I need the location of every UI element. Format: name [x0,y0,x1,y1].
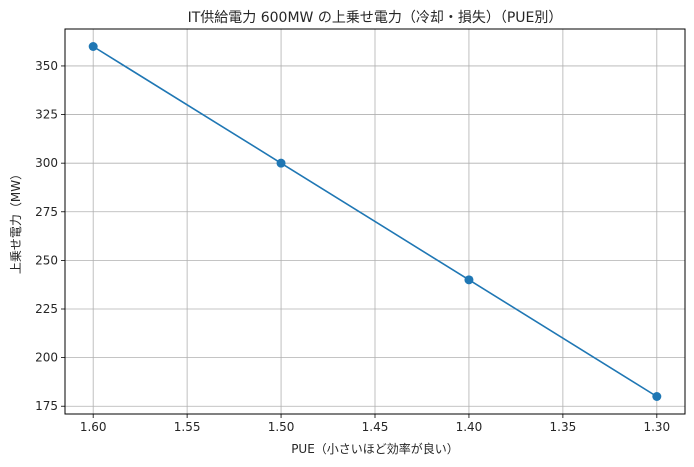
x-axis: 1.60 1.55 1.50 1.45 1.40 1.35 1.30 [80,414,670,434]
x-tick-label: 1.55 [174,420,201,434]
y-tick-label: 325 [35,108,58,122]
data-point [276,158,286,168]
series [88,42,662,401]
x-tick-label: 1.45 [362,420,389,434]
y-tick-label: 275 [35,205,58,219]
x-axis-label: PUE（小さいほど効率が良い） [291,441,459,456]
data-point [88,42,98,51]
y-tick-label: 225 [35,302,58,316]
x-tick-label: 1.35 [550,420,577,434]
y-axis-label: 上乗せ電力（MW） [9,168,23,274]
y-tick-label: 350 [35,59,58,73]
series-line [92,45,658,398]
y-tick-label: 300 [35,156,58,170]
y-tick-label: 250 [35,253,58,267]
data-point [652,392,662,401]
x-tick-label: 1.40 [456,420,483,434]
y-axis: 175 200 225 250 275 300 325 350 [35,59,65,413]
x-tick-label: 1.30 [643,420,670,434]
grid [65,29,685,414]
x-tick-label: 1.60 [80,420,107,434]
data-point [464,275,474,285]
y-tick-label: 175 [35,399,58,413]
y-tick-label: 200 [35,351,58,365]
chart-title: IT供給電力 600MW の上乗せ電力（冷却・損失）（PUE別） [188,10,563,26]
x-tick-label: 1.50 [268,420,295,434]
